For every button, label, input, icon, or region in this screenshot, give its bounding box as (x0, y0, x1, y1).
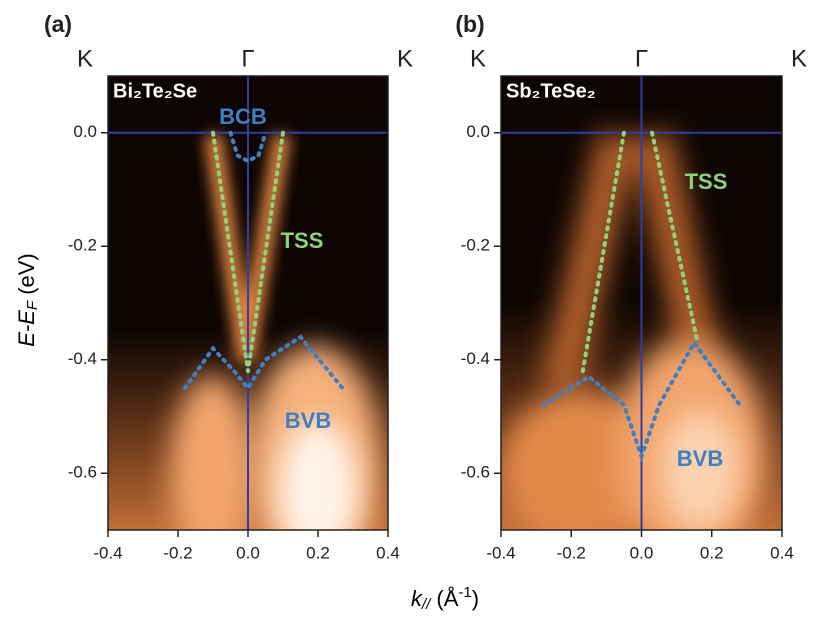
x-tick-label: 0.2 (306, 543, 330, 562)
x-axis-label: k// (Å-1) (411, 584, 479, 613)
y-label-sub: F (24, 300, 41, 310)
y-tick-label: -0.4 (461, 349, 490, 368)
band-annotation: TSS (685, 169, 728, 194)
panel-label: (b) (455, 11, 484, 37)
y-tick-label: 0.0 (73, 122, 97, 141)
x-tick-label: 0.4 (770, 543, 794, 562)
k-point-label: K (791, 45, 807, 72)
sample-name: Bi₂Te₂Se (113, 80, 197, 102)
band-annotation: BCB (219, 104, 267, 129)
x-tick-label: 0.4 (376, 543, 400, 562)
x-tick-label: 0.0 (236, 543, 260, 562)
panel-label: (a) (44, 11, 72, 37)
band-annotation: BVB (285, 408, 331, 433)
k-point-label: K (397, 45, 413, 72)
x-label-mid: (Å (430, 586, 458, 611)
y-label-main: E-E (14, 310, 39, 347)
x-label-main: k (411, 586, 423, 611)
y-tick-label: -0.6 (461, 463, 490, 482)
sample-name: Sb₂TeSe₂ (506, 80, 596, 102)
x-tick-label: -0.2 (163, 543, 192, 562)
y-tick-label: 0.0 (466, 122, 490, 141)
dotted-band (541, 339, 742, 463)
x-tick-label: -0.2 (557, 543, 586, 562)
k-point-label: K (470, 45, 486, 72)
x-label-sub: // (421, 596, 432, 613)
dotted-band (211, 130, 250, 374)
x-tick-label: -0.4 (486, 543, 515, 562)
k-point-label: K (77, 45, 93, 72)
x-tick-label: -0.4 (93, 543, 122, 562)
y-label-tail: (eV) (14, 253, 39, 301)
dotted-band (183, 334, 345, 392)
y-tick-label: -0.2 (68, 236, 97, 255)
x-label-sup: -1 (458, 584, 471, 601)
band-annotation: BVB (677, 446, 723, 471)
y-axis-label: E-EF (eV) (14, 253, 41, 347)
dotted-band (650, 130, 700, 345)
k-point-label: Γ (635, 45, 648, 72)
x-tick-label: 0.0 (630, 543, 654, 562)
band-annotation: TSS (281, 228, 324, 253)
dotted-band (246, 130, 285, 374)
dotted-band (228, 130, 268, 164)
y-tick-label: -0.2 (461, 236, 490, 255)
k-point-label: Γ (241, 45, 254, 72)
x-tick-label: 0.2 (700, 543, 724, 562)
y-tick-label: -0.4 (68, 349, 97, 368)
dotted-band (579, 130, 626, 379)
x-label-tail: ) (472, 586, 479, 611)
y-tick-label: -0.6 (68, 463, 97, 482)
